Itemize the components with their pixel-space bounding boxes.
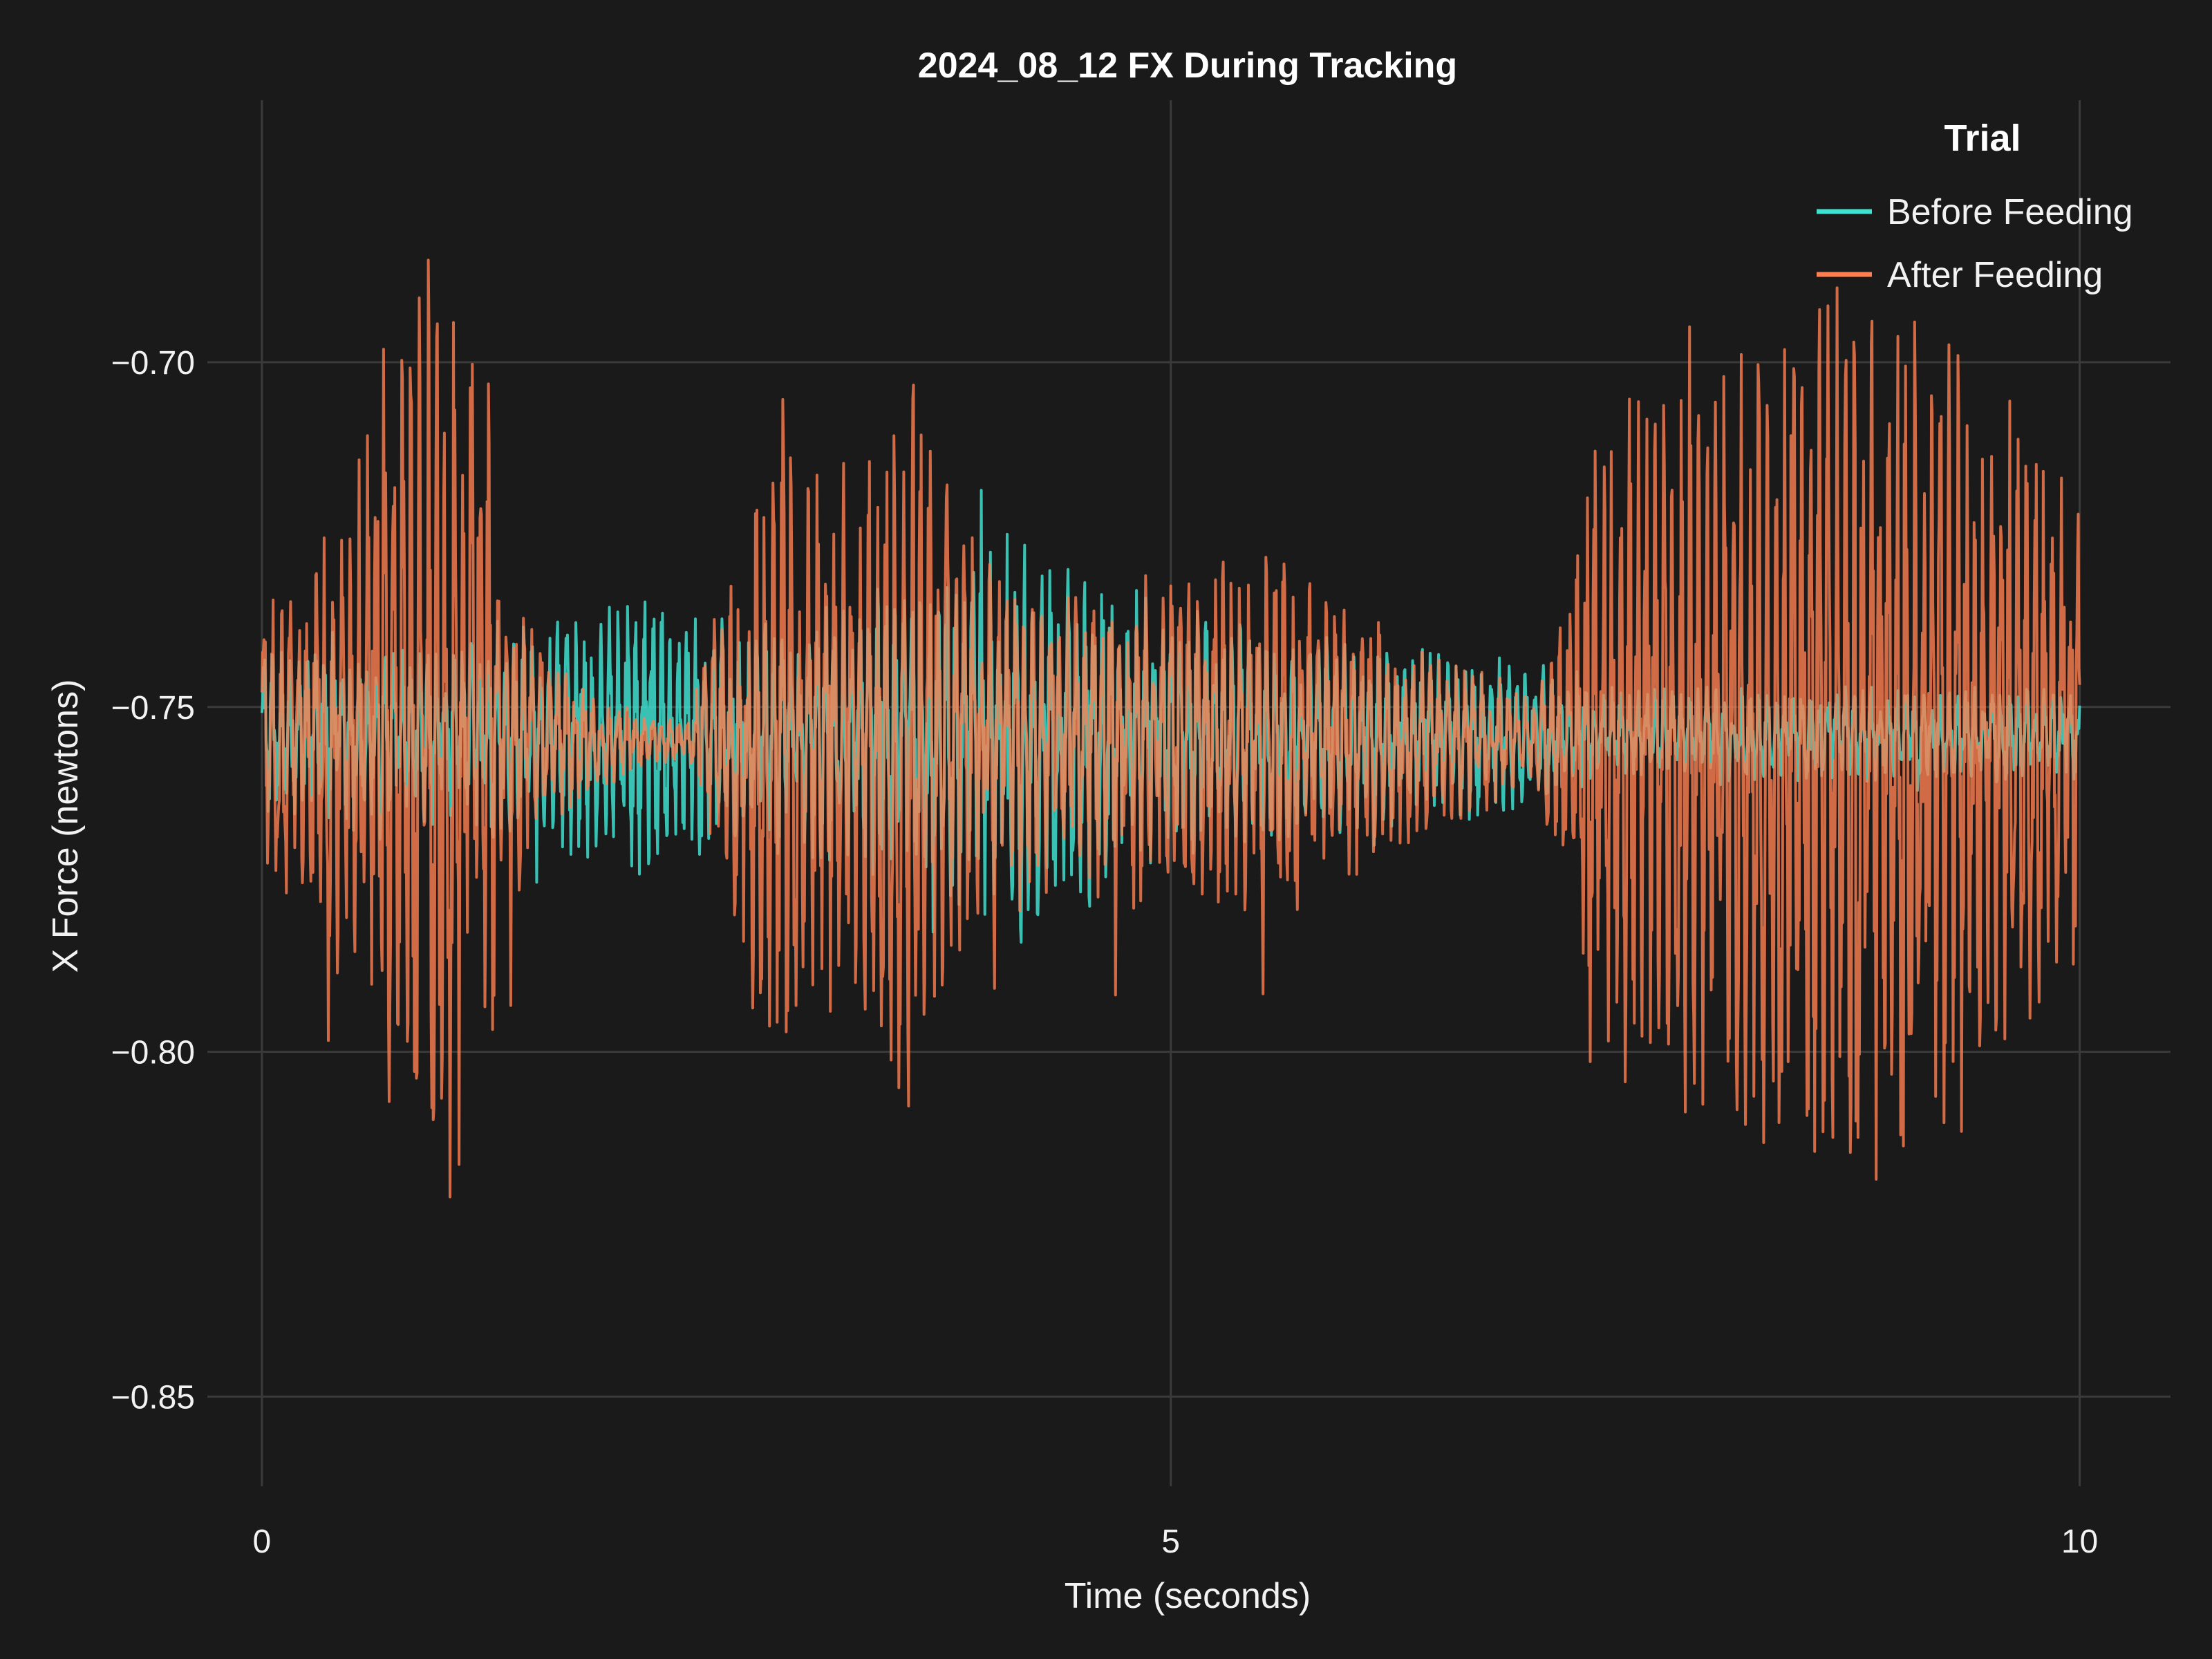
grid-lines xyxy=(207,100,2171,1486)
legend-title: Trial xyxy=(1944,118,2021,159)
y-tick-label: −0.70 xyxy=(111,345,195,382)
x-tick-label: 0 xyxy=(253,1524,272,1560)
y-tick-label: −0.85 xyxy=(111,1379,195,1416)
tick-labels: 0 5 10 −0.70 −0.75 −0.80 −0.85 xyxy=(111,345,2099,1560)
legend: Trial Before Feeding After Feeding xyxy=(1817,118,2133,295)
y-tick-label: −0.75 xyxy=(111,690,195,727)
chart-title: 2024_08_12 FX During Tracking xyxy=(918,46,1457,86)
series-layer xyxy=(260,259,2081,1199)
legend-label-before-feeding: Before Feeding xyxy=(1887,192,2133,232)
x-axis-label: Time (seconds) xyxy=(1065,1576,1311,1616)
x-tick-label: 10 xyxy=(2061,1524,2098,1560)
series-line-after-feeding xyxy=(260,259,2081,1199)
y-tick-label: −0.80 xyxy=(111,1035,195,1071)
y-axis-label: X Force (newtons) xyxy=(46,679,86,973)
legend-label-after-feeding: After Feeding xyxy=(1887,255,2103,295)
x-tick-label: 5 xyxy=(1161,1524,1180,1560)
